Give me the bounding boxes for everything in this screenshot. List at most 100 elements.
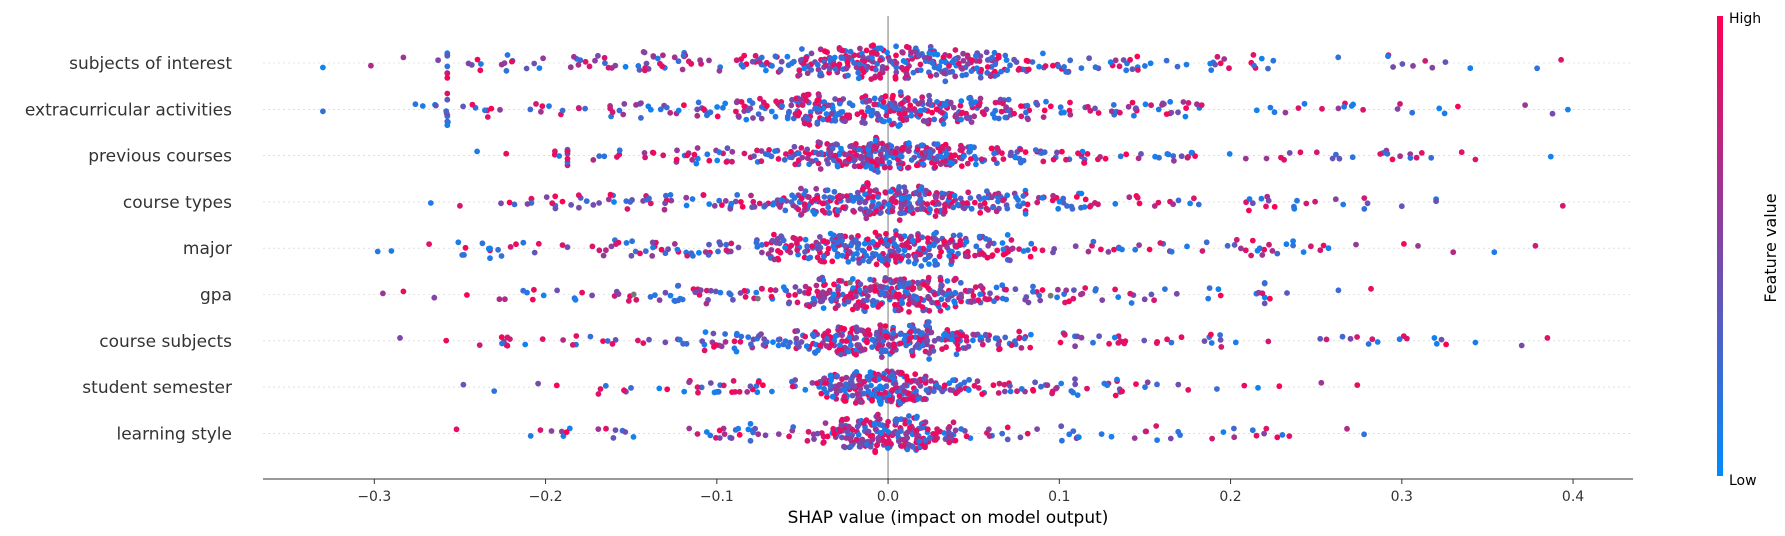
shap-point: [1018, 113, 1025, 120]
shap-point: [1000, 251, 1007, 258]
shap-point: [877, 401, 884, 407]
shap-point: [703, 300, 710, 307]
shap-point: [806, 121, 813, 128]
shap-point: [646, 336, 652, 343]
shap-point: [832, 333, 838, 340]
shap-point: [836, 111, 842, 118]
shap-point: [929, 59, 936, 66]
shap-point: [832, 66, 839, 72]
shap-point: [851, 208, 857, 215]
shap-point: [1261, 430, 1267, 437]
shap-point: [531, 60, 538, 67]
x-tick-label: 0.0: [877, 489, 899, 505]
shap-point: [763, 59, 770, 66]
shap-point: [482, 107, 488, 114]
shap-point: [1085, 248, 1092, 255]
shap-point: [932, 192, 939, 199]
shap-point: [660, 152, 667, 159]
shap-point: [734, 330, 740, 337]
shap-point: [939, 289, 946, 296]
shap-point: [527, 106, 534, 113]
shap-point: [1258, 55, 1265, 62]
shap-point: [967, 96, 974, 102]
shap-point: [977, 95, 984, 102]
shap-point: [1049, 197, 1056, 204]
shap-point: [892, 380, 899, 387]
shap-point: [635, 63, 642, 69]
shap-point: [917, 251, 924, 258]
shap-point: [865, 194, 872, 201]
shap-point: [992, 107, 999, 114]
shap-point: [821, 294, 828, 301]
shap-point: [595, 426, 602, 432]
shap-point: [944, 296, 951, 303]
shap-point: [863, 215, 870, 222]
shap-point: [443, 337, 450, 344]
shap-point: [1105, 249, 1112, 255]
shap-point: [884, 262, 891, 268]
shap-point: [1168, 109, 1175, 116]
shap-point: [1164, 336, 1170, 343]
shap-point: [912, 253, 919, 259]
shap-point: [1178, 153, 1185, 160]
shap-point: [641, 150, 648, 156]
shap-point: [686, 379, 692, 386]
shap-point: [610, 435, 617, 441]
shap-point: [907, 102, 914, 109]
shap-point: [1007, 152, 1014, 159]
shap-point: [942, 208, 948, 215]
shap-point: [1281, 156, 1287, 163]
shap-point: [671, 241, 678, 247]
shap-point: [957, 102, 964, 109]
shap-point: [686, 425, 693, 432]
shap-point: [1066, 298, 1072, 305]
shap-point: [864, 236, 871, 243]
shap-point: [1231, 434, 1238, 441]
shap-point: [1072, 376, 1078, 382]
shap-point: [1016, 328, 1023, 335]
shap-point: [1294, 197, 1300, 204]
shap-point: [1134, 194, 1141, 201]
shap-point: [586, 63, 593, 70]
shap-point: [1396, 336, 1403, 343]
shap-point: [873, 261, 880, 268]
shap-point: [825, 204, 832, 211]
shap-point: [675, 107, 682, 114]
shap-point: [507, 244, 514, 250]
shap-point: [1217, 292, 1224, 299]
shap-point: [941, 238, 947, 245]
shap-point: [643, 60, 650, 67]
shap-point: [874, 329, 880, 336]
shap-point: [444, 70, 451, 77]
shap-point: [572, 296, 579, 303]
shap-point: [559, 198, 566, 205]
shap-point: [763, 241, 770, 248]
shap-point: [509, 58, 515, 65]
shap-point: [571, 53, 577, 60]
shap-point: [559, 242, 566, 249]
shap-point: [1136, 200, 1143, 207]
shap-point: [870, 193, 876, 200]
shap-point: [875, 112, 882, 119]
shap-point: [478, 61, 484, 67]
shap-point: [853, 324, 860, 331]
shap-point: [908, 157, 915, 163]
shap-point: [853, 436, 860, 443]
shap-point: [913, 432, 920, 439]
shap-point: [649, 239, 656, 246]
shap-point: [535, 380, 541, 387]
shap-point: [889, 372, 896, 379]
shap-point: [766, 147, 772, 153]
shap-point: [895, 307, 902, 314]
shap-point: [835, 287, 841, 293]
shap-point: [864, 374, 871, 380]
shap-point: [1418, 150, 1425, 156]
shap-point: [1329, 155, 1336, 162]
shap-point: [887, 164, 893, 171]
shap-point: [600, 252, 607, 259]
shap-point: [560, 337, 566, 343]
shap-point: [1007, 62, 1013, 69]
shap-point: [1135, 67, 1141, 73]
shap-point: [380, 290, 386, 297]
shap-point: [868, 165, 875, 172]
